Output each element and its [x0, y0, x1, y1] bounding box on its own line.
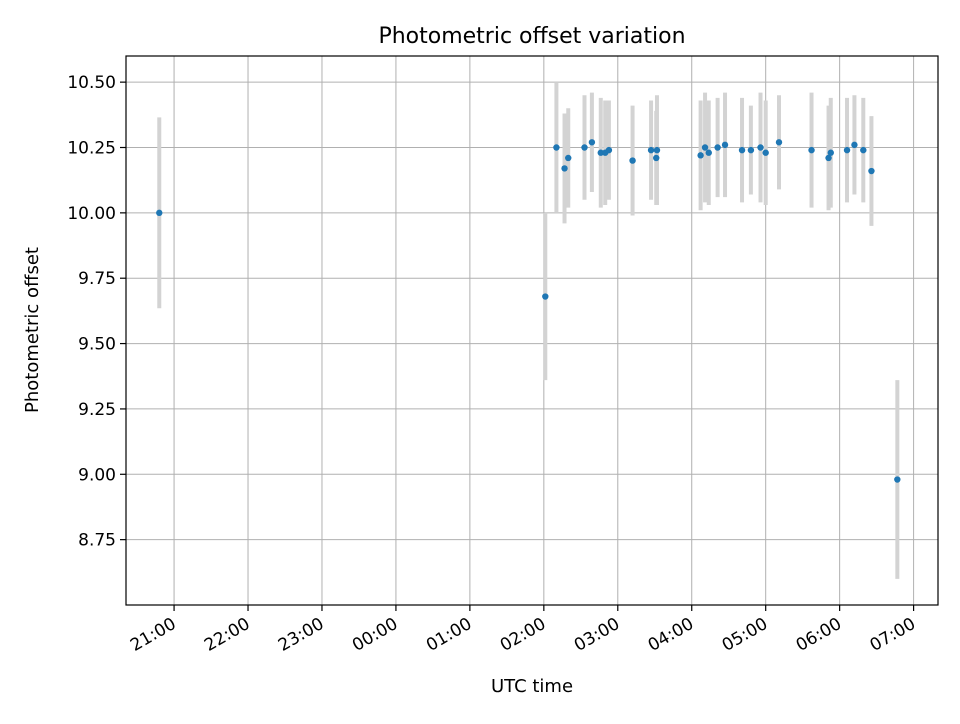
data-point [775, 139, 783, 146]
data-point [701, 144, 709, 151]
data-point [653, 154, 660, 162]
data-point [581, 144, 588, 151]
data-point [565, 154, 572, 162]
y-tick-label: 9.75 [78, 269, 116, 289]
data-point [894, 476, 901, 483]
data-point [738, 146, 746, 154]
x-tick-label: 23:00 [275, 614, 327, 656]
data-point [757, 144, 764, 151]
x-tick-label: 00:00 [349, 614, 401, 656]
data-point [868, 167, 875, 175]
data-point [647, 146, 655, 154]
x-tick-label: 06:00 [793, 614, 845, 656]
x-tick-label: 07:00 [867, 614, 919, 656]
data-point [714, 144, 721, 151]
data-point [629, 157, 636, 164]
y-tick-label: 10.50 [67, 73, 116, 93]
data-point [721, 141, 729, 149]
y-tick-label: 9.00 [78, 465, 116, 485]
x-axis-label: UTC time [491, 676, 573, 697]
data-points [156, 139, 901, 483]
data-point [827, 149, 834, 156]
data-point [851, 141, 858, 149]
data-point [588, 139, 596, 146]
y-axis-label: Photometric offset [22, 247, 43, 413]
x-tick-label: 02:00 [497, 614, 549, 656]
y-axis-ticks: 8.75 9.00 9.25 9.50 9.75 10.00 10.25 10.50 [67, 73, 126, 551]
data-point [156, 209, 163, 217]
data-point [542, 293, 549, 300]
data-point [553, 144, 560, 151]
chart-title: Photometric offset variation [378, 24, 685, 49]
y-tick-label: 9.25 [78, 400, 116, 420]
x-tick-label: 04:00 [645, 614, 697, 656]
data-point [597, 149, 604, 156]
x-axis-ticks: 21:00 22:00 23:00 00:00 01:00 02:00 03:00 04:00… [127, 605, 919, 656]
data-point [825, 154, 832, 162]
data-point [860, 146, 867, 154]
data-point [705, 149, 712, 156]
data-point [561, 165, 568, 172]
plot-frame [125, 55, 939, 606]
data-point [762, 149, 769, 156]
y-tick-label: 10.25 [67, 139, 116, 159]
grid [126, 56, 938, 605]
data-point [605, 146, 613, 154]
x-tick-label: 22:00 [201, 614, 253, 656]
x-tick-label: 01:00 [423, 614, 475, 656]
data-point [653, 146, 661, 154]
error-bars [157, 82, 900, 579]
data-point [843, 146, 851, 154]
x-tick-label: 03:00 [571, 614, 623, 656]
x-tick-label: 21:00 [127, 614, 179, 656]
data-point [747, 146, 755, 154]
x-tick-label: 05:00 [719, 614, 771, 656]
y-tick-label: 9.50 [78, 335, 116, 355]
y-tick-label: 10.00 [67, 204, 116, 224]
data-point [697, 152, 704, 159]
data-point [808, 146, 815, 154]
y-tick-label: 8.75 [78, 531, 116, 551]
